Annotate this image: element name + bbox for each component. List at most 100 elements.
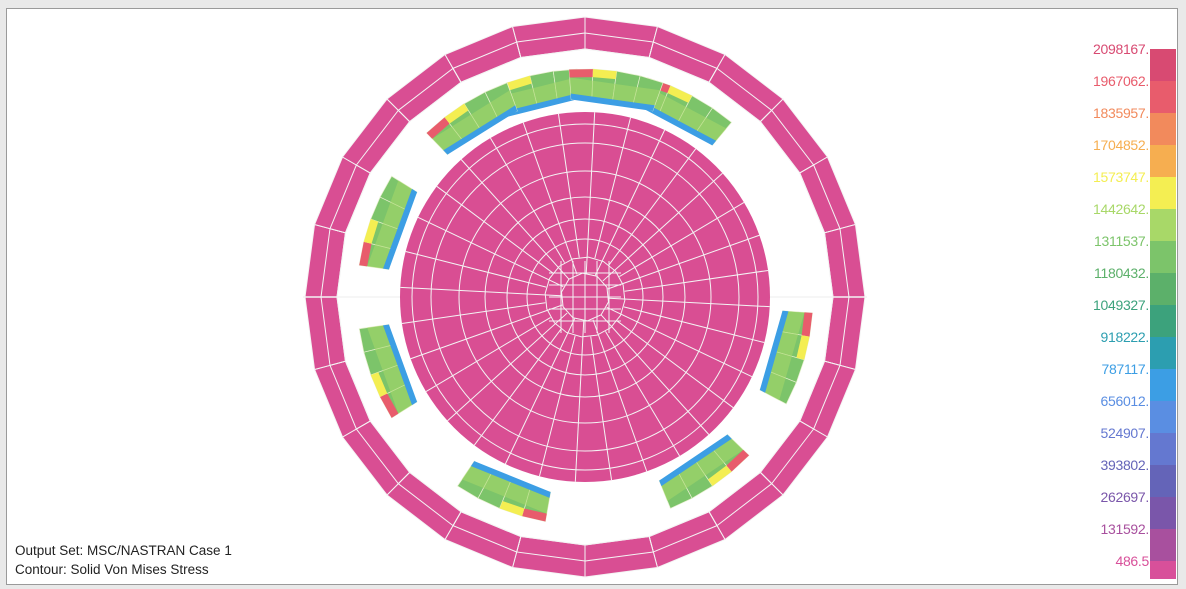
legend-label: 1180432.	[1094, 265, 1149, 281]
mesh-spoke	[623, 306, 765, 344]
mesh-spoke	[594, 117, 632, 259]
outer-ring-element	[304, 223, 347, 298]
legend-swatch	[1150, 305, 1176, 337]
mesh-spoke	[585, 112, 596, 274]
mesh-spoke	[616, 320, 734, 409]
mesh-circle	[484, 196, 686, 398]
coil-inner-edge	[659, 434, 732, 487]
mesh-spoke	[600, 314, 710, 435]
coil-inner-edge	[470, 461, 551, 498]
coil-yellow	[444, 103, 469, 124]
mesh-spoke	[602, 172, 723, 282]
legend-swatch	[1150, 273, 1176, 305]
coil-midband	[461, 466, 550, 514]
legend-swatch	[1150, 241, 1176, 273]
legend-swatch	[1150, 497, 1176, 529]
outer-ring-element	[511, 16, 586, 59]
mesh-spoke	[608, 297, 770, 308]
legend-label: 2098167.	[1093, 41, 1149, 57]
outer-ring-element	[511, 535, 586, 578]
coil-yellow	[592, 69, 617, 80]
coil-yellow	[667, 85, 693, 103]
mesh-spoke	[401, 302, 546, 325]
mesh-spoke	[590, 336, 613, 481]
legend-label: 262697.	[1100, 489, 1149, 505]
mesh-circle	[430, 142, 740, 452]
mesh-spoke	[410, 304, 563, 360]
coil-hotspot	[426, 117, 450, 139]
legend-label: 1311537.	[1094, 233, 1149, 249]
coil-inner-edge	[382, 324, 418, 406]
legend-label: 1573747.	[1093, 169, 1149, 185]
mesh-spoke	[522, 122, 578, 275]
legend-label: 1835957.	[1093, 105, 1149, 121]
mesh-circle	[526, 238, 644, 356]
legend-label: 656012.	[1100, 393, 1149, 409]
outer-ring-element	[823, 296, 866, 371]
mesh-spoke	[425, 317, 551, 393]
legend-swatch	[1150, 465, 1176, 497]
coil-hotspot	[801, 312, 813, 337]
mesh-circle	[506, 218, 664, 376]
coil-yellow	[499, 500, 525, 517]
mesh-circle	[458, 170, 712, 424]
legend-swatch	[1150, 49, 1176, 81]
legend-swatch	[1150, 337, 1176, 369]
coil-yellow	[370, 372, 388, 397]
coil-yellow	[507, 75, 532, 91]
coil-hotspot	[569, 69, 593, 78]
contour-label: Contour: Solid Von Mises Stress	[15, 562, 209, 577]
mesh-spoke	[624, 269, 769, 292]
outer-ring-element	[584, 16, 659, 59]
legend-swatch	[1150, 401, 1176, 433]
mesh-spoke	[473, 328, 562, 446]
mesh-spoke	[400, 286, 562, 297]
coil-hotspot	[359, 241, 372, 267]
fea-contour-model	[303, 16, 867, 578]
model-viewport[interactable]: Output Set: MSC/NASTRAN Case 1 Contour: …	[6, 8, 1178, 585]
coil-midband	[641, 85, 727, 141]
coil-midband	[661, 438, 744, 501]
legend-swatch	[1150, 561, 1176, 579]
legend-swatch	[1150, 209, 1176, 241]
coil-midband	[367, 180, 412, 269]
legend-label: 1049327.	[1093, 297, 1149, 313]
coil-midband	[765, 311, 805, 401]
mesh-spoke	[606, 306, 753, 378]
coil-yellow	[363, 219, 379, 244]
legend-label: 486.5	[1115, 553, 1149, 569]
legend-label: 393802.	[1100, 457, 1149, 473]
legend-swatch	[1150, 113, 1176, 145]
mesh-spoke	[447, 312, 568, 422]
outer-ring-element	[823, 223, 866, 298]
mesh-spoke	[436, 185, 554, 274]
legend-swatch	[1150, 433, 1176, 465]
mesh-spoke	[605, 331, 681, 457]
outer-ring-element	[304, 296, 347, 371]
legend-label: 1442642.	[1093, 201, 1149, 217]
mesh-spoke	[489, 137, 565, 263]
legend-label: 1967062.	[1093, 73, 1149, 89]
contour-legend: 2098167. 1967062. 1835957. 1704852. 1573747.…	[1047, 29, 1177, 584]
output-set-label: Output Set: MSC/NASTRAN Case 1	[15, 543, 232, 558]
legend-swatch	[1150, 369, 1176, 401]
legend-swatch	[1150, 81, 1176, 113]
coil-midband	[569, 77, 661, 106]
outer-ring-element	[584, 535, 659, 578]
mesh-spoke	[504, 318, 576, 465]
mesh-circle	[544, 256, 626, 338]
mesh-spoke	[557, 113, 580, 258]
mesh-spoke	[417, 216, 564, 288]
coil-yellow	[796, 335, 810, 360]
mesh-spoke	[619, 201, 745, 277]
legend-label: 524907.	[1100, 425, 1149, 441]
mesh-spoke	[608, 148, 697, 266]
coil-inner-edge	[759, 310, 789, 393]
legend-swatch	[1150, 145, 1176, 177]
coil-midband	[367, 325, 412, 414]
legend-swatch	[1150, 177, 1176, 209]
mesh-spoke	[592, 319, 648, 472]
coil-hotspot	[380, 393, 399, 418]
legend-label: 918222.	[1100, 329, 1149, 345]
mesh-spoke	[405, 250, 547, 288]
